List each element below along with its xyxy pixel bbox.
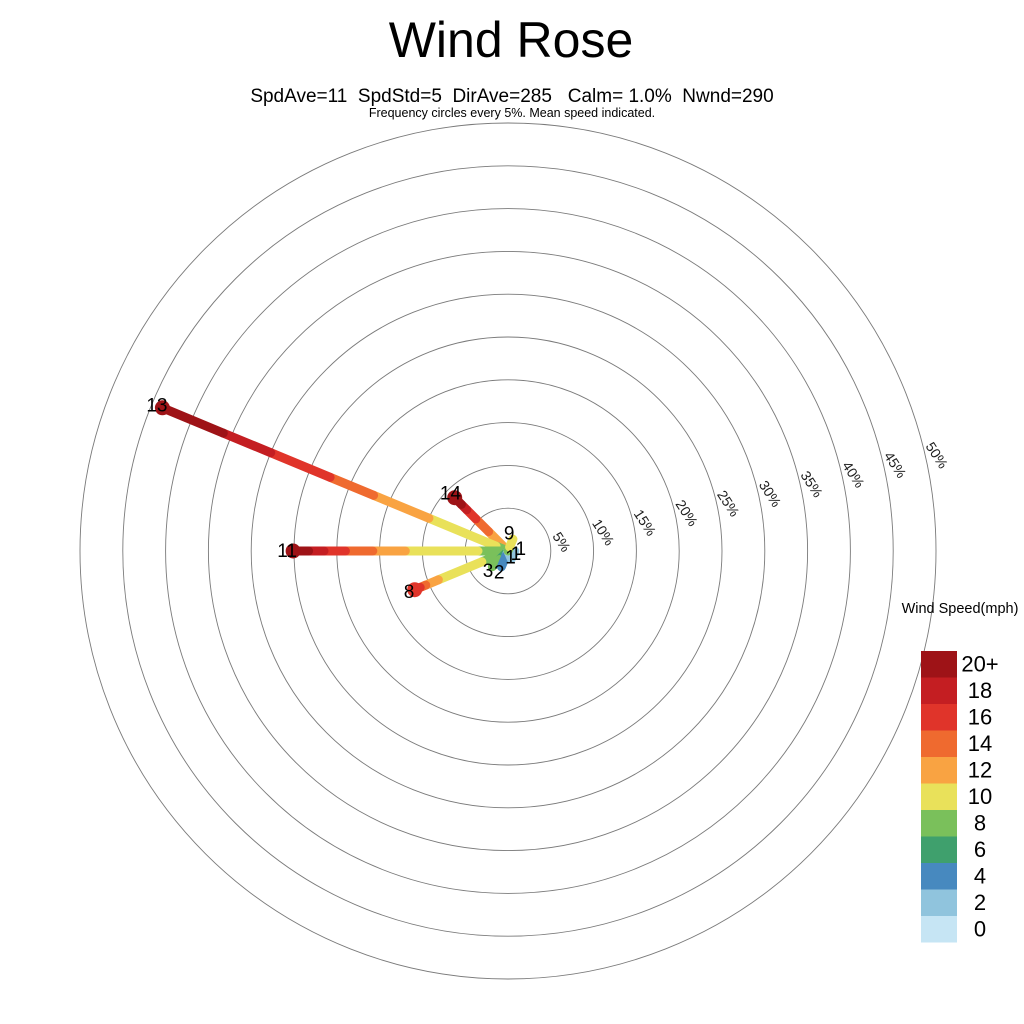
ring-percent-label: 50% <box>923 439 952 471</box>
frequency-note: Frequency circles every 5%. Mean speed i… <box>369 106 655 120</box>
spoke-WNW-segment-16 <box>266 448 335 482</box>
frequency-ring-labels: 5% 10% 15% 20% 25% 30% 35% 40% 45% 50% <box>549 439 951 555</box>
spoke-WNW-segment-12 <box>369 490 434 523</box>
legend-title: Wind Speed(mph) <box>902 601 1019 617</box>
spoke-W-tip <box>285 543 301 559</box>
legend-swatch-20+ <box>921 651 957 678</box>
ring-percent-label: 45% <box>881 449 910 481</box>
spoke-NNE-segment-10 <box>505 534 518 552</box>
legend-value-label: 14 <box>968 731 992 756</box>
legend-swatch-14 <box>921 730 957 757</box>
legend-swatch-6 <box>921 836 957 863</box>
spoke-WNW-segment-14 <box>325 472 379 500</box>
legend-swatch-16 <box>921 704 957 731</box>
spoke-SW-segment-8 <box>487 555 504 572</box>
spoke-NW-tip <box>447 490 463 506</box>
frequency-ring <box>207 250 809 852</box>
legend-swatch-18 <box>921 677 957 704</box>
frequency-ring <box>122 165 894 937</box>
spoke-WNW-segment-18 <box>218 428 276 458</box>
legend-value-label: 8 <box>974 811 986 836</box>
ring-percent-label: 40% <box>839 458 868 490</box>
legend-swatch-10 <box>921 783 957 810</box>
spoke-SSW-mean-speed-label: 2 <box>494 562 505 583</box>
spoke-WSW-tip <box>407 582 423 598</box>
frequency-ring <box>250 293 766 809</box>
legend-value-label: 4 <box>974 864 986 889</box>
spoke-SSW-segment-4 <box>496 551 511 572</box>
legend-value-label: 6 <box>974 837 986 862</box>
spoke-WSW-mean-speed-label: 8 <box>404 582 415 603</box>
spoke-WNW-tip <box>154 400 170 416</box>
spoke-WNW-mean-speed-label: 13 <box>146 396 167 417</box>
spoke-NW-mean-speed-label: 14 <box>440 484 462 505</box>
spoke-NNE-mean-speed-label: 9 <box>504 524 515 545</box>
spoke-WNW-segment-20 <box>157 403 228 438</box>
page-title: Wind Rose <box>389 12 634 68</box>
spoke-E-mean-speed-label: 1 <box>516 539 527 560</box>
frequency-ring <box>165 208 851 894</box>
legend-value-label: 2 <box>974 890 986 915</box>
spoke-W-mean-speed-label: 11 <box>277 541 297 562</box>
legend-swatch-0 <box>921 916 957 943</box>
spoke-WSW-segment-10 <box>433 557 487 585</box>
spoke-WNW-segment-10 <box>424 513 501 551</box>
stats-line: SpdAve=11 SpdStd=5 DirAve=285 Calm= 1.0%… <box>250 86 773 107</box>
spoke-SSE-mean-speed-label: 1 <box>505 548 516 569</box>
legend-value-label: 18 <box>968 678 992 703</box>
legend-swatch-4 <box>921 863 957 890</box>
ring-percent-label: 5% <box>549 529 573 555</box>
ring-percent-label: 30% <box>756 478 785 510</box>
legend-swatch-12 <box>921 757 957 784</box>
legend-value-label: 20+ <box>961 652 998 677</box>
spoke-ESE-mean-speed-label: 1 <box>511 544 522 565</box>
frequency-ring <box>79 122 937 980</box>
legend-value-label: 10 <box>968 784 992 809</box>
legend-swatch-2 <box>921 889 957 916</box>
direction-spokes <box>154 400 520 598</box>
legend-value-label: 0 <box>974 917 986 942</box>
legend-value-label: 12 <box>968 758 992 783</box>
spoke-SW-mean-speed-label: 3 <box>483 561 494 582</box>
ring-percent-label: 35% <box>798 468 827 500</box>
legend-value-label: 16 <box>968 705 992 730</box>
legend-swatch-8 <box>921 810 957 837</box>
